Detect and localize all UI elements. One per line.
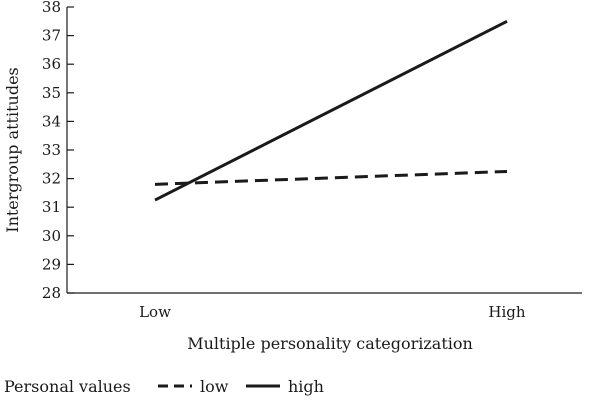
y-tick-label: 33 bbox=[42, 141, 61, 159]
x-tick-label: Low bbox=[139, 303, 171, 321]
y-tick-label: 38 bbox=[42, 0, 61, 16]
x-tick-label: High bbox=[488, 303, 525, 321]
y-tick-label: 32 bbox=[42, 170, 61, 188]
y-tick-label: 37 bbox=[42, 27, 61, 45]
legend-label-high: high bbox=[288, 377, 324, 396]
y-tick-label: 35 bbox=[42, 84, 61, 102]
y-axis-title: Intergroup attitudes bbox=[3, 67, 22, 233]
x-axis-title: Multiple personality categorization bbox=[187, 334, 473, 353]
y-tick-label: 30 bbox=[42, 227, 61, 245]
y-tick-label: 31 bbox=[42, 198, 61, 216]
legend-label-low: low bbox=[200, 377, 229, 396]
y-axis-ticks: 28 29 30 31 32 33 34 35 36 37 38 bbox=[42, 0, 74, 302]
x-axis-ticks: Low High bbox=[139, 303, 526, 321]
series-line-high bbox=[154, 19, 508, 202]
chart-axes bbox=[66, 7, 582, 294]
y-tick-label: 28 bbox=[42, 284, 61, 302]
y-tick-label: 36 bbox=[42, 55, 61, 73]
y-tick-label: 34 bbox=[42, 112, 61, 130]
series-layer bbox=[154, 19, 508, 202]
y-tick-label: 29 bbox=[42, 255, 61, 273]
legend-title: Personal values bbox=[4, 377, 131, 396]
legend: Personal values low high bbox=[4, 377, 324, 396]
